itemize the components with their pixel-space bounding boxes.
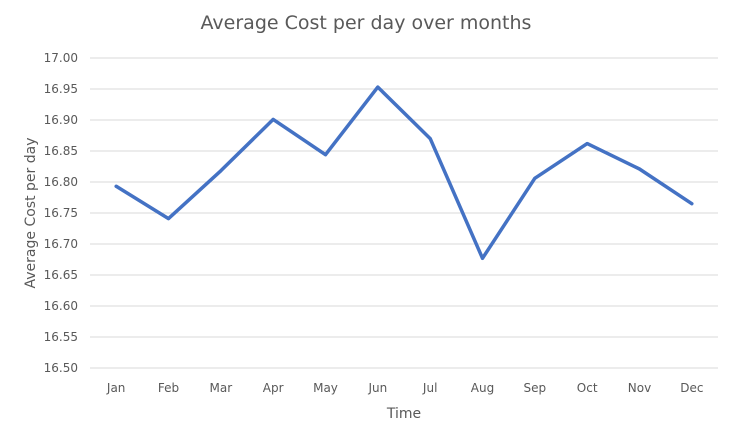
y-tick-label: 16.90 <box>44 113 78 127</box>
data-point <box>219 169 223 173</box>
x-axis-ticks: Jan Feb Mar Apr May Jun Jul Aug Sep Oct Nov Dec <box>106 381 704 395</box>
grid <box>90 57 718 369</box>
series-line <box>114 85 694 261</box>
x-tick-label: Jan <box>106 381 126 395</box>
y-tick-label: 17.00 <box>44 51 78 65</box>
y-tick-label: 16.50 <box>44 361 78 375</box>
y-tick-label: 16.85 <box>44 144 78 158</box>
data-point <box>428 137 432 141</box>
x-tick-label: Jun <box>367 381 387 395</box>
y-tick-label: 16.80 <box>44 175 78 189</box>
data-point <box>324 153 327 157</box>
x-axis-title: Time <box>386 406 421 422</box>
x-tick-label: Jul <box>422 381 437 395</box>
x-tick-label: Dec <box>680 381 703 395</box>
x-tick-label: Sep <box>524 381 547 395</box>
x-tick-label: Nov <box>628 381 651 395</box>
data-point <box>114 184 118 188</box>
data-point <box>533 176 537 180</box>
x-tick-label: Oct <box>577 381 598 395</box>
data-point <box>585 142 589 146</box>
data-point <box>376 85 380 89</box>
x-tick-label: Aug <box>471 381 494 395</box>
x-tick-label: Feb <box>158 381 179 395</box>
data-point <box>481 256 484 260</box>
y-axis-title: Average Cost per day <box>23 138 39 289</box>
data-point <box>271 117 275 121</box>
y-tick-label: 16.70 <box>44 237 78 251</box>
chart-title: Average Cost per day over months <box>201 12 532 34</box>
y-tick-label: 16.55 <box>44 330 78 344</box>
x-tick-label: May <box>313 381 338 395</box>
series <box>114 85 694 261</box>
data-point <box>167 217 170 221</box>
x-tick-label: Mar <box>210 381 233 395</box>
y-tick-label: 16.65 <box>44 268 78 282</box>
x-tick-label: Apr <box>263 381 284 395</box>
data-point <box>690 202 694 206</box>
y-axis-ticks: 16.50 16.55 16.60 16.65 16.70 16.75 16.80 16.85… <box>44 51 78 375</box>
y-tick-label: 16.95 <box>44 82 78 96</box>
data-point <box>638 167 641 171</box>
y-tick-label: 16.75 <box>44 206 78 220</box>
y-tick-label: 16.60 <box>44 299 78 313</box>
